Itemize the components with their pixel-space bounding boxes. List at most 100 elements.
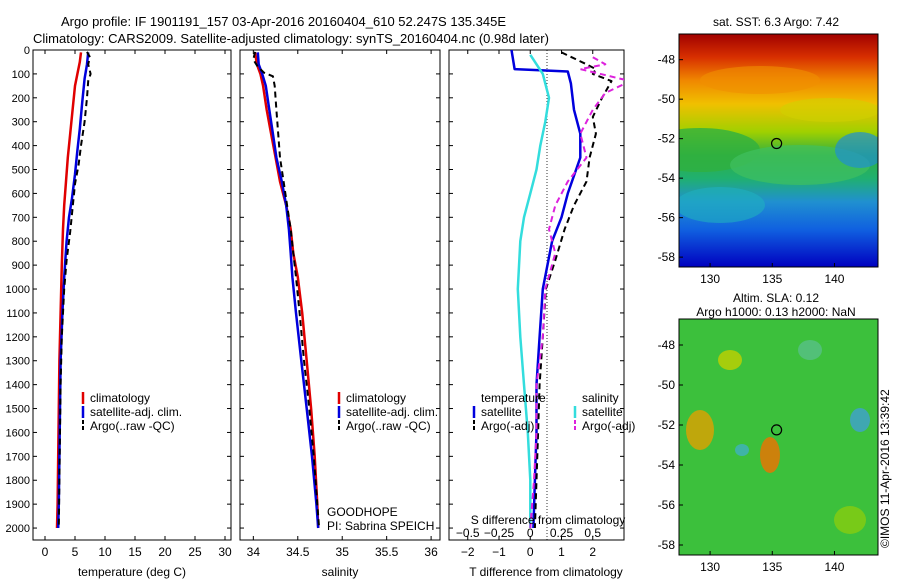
x-tick-label: 30 bbox=[218, 545, 232, 559]
depth-tick-label: 1200 bbox=[6, 332, 30, 344]
header-line1: Argo profile: IF 1901191_157 03-Apr-2016… bbox=[61, 14, 506, 29]
lat-tick-label: -54 bbox=[658, 171, 676, 185]
x-tick-label: 10 bbox=[98, 545, 112, 559]
lat-tick-label: -58 bbox=[658, 250, 676, 264]
difference-x-axis: −2 −1 0 1 2 −0.5 −0.25 0 0.25 0.5 bbox=[449, 49, 624, 559]
lon-tick-label: 130 bbox=[700, 272, 720, 286]
temperature-x-axis: 0 5 10 15 20 25 30 bbox=[42, 50, 232, 559]
x-tick-label: 35 bbox=[336, 545, 350, 559]
salinity-x-axis: 34 34.5 35 35.5 36 bbox=[247, 50, 438, 559]
lon-tick-label: 135 bbox=[762, 272, 782, 286]
s-difference-xlabel: S difference from climatology bbox=[471, 513, 626, 527]
legend-label: Argo(-adj) bbox=[481, 419, 534, 433]
salinity-depth-ticks bbox=[240, 49, 440, 529]
depth-tick-label: 1400 bbox=[6, 380, 30, 392]
x-tick-label: 35.5 bbox=[375, 545, 399, 559]
sla-map-panel: Altim. SLA: 0.12 Argo h1000: 0.13 h2000:… bbox=[658, 291, 879, 574]
difference-legend: temperature satellite Argo(-adj) salinit… bbox=[472, 391, 635, 433]
depth-tick-label: 1800 bbox=[6, 475, 30, 487]
depth-tick-label: 2000 bbox=[6, 523, 30, 535]
lat-tick-label: -58 bbox=[658, 538, 676, 552]
depth-tick-label: 800 bbox=[12, 236, 30, 248]
series-line-salinity-argo-adj bbox=[529, 56, 624, 529]
legend-label: Argo(..raw -QC) bbox=[90, 419, 175, 433]
depth-tick-label: 1500 bbox=[6, 404, 30, 416]
x2-tick-label: 0 bbox=[527, 526, 534, 540]
legend-label: Argo(-adj) bbox=[582, 419, 635, 433]
legend-label: satellite-adj. clim. bbox=[346, 405, 438, 419]
x-tick-label: 1 bbox=[558, 545, 565, 559]
legend-label: climatology bbox=[346, 391, 406, 405]
series-line-argo-raw-qc bbox=[252, 51, 321, 529]
depth-tick-label: 1000 bbox=[6, 284, 30, 296]
lon-tick-label: 140 bbox=[824, 272, 844, 286]
depth-tick-label: 500 bbox=[12, 165, 30, 177]
lat-tick-label: -50 bbox=[658, 378, 676, 392]
sla-map-title: Altim. SLA: 0.12 bbox=[733, 291, 819, 305]
lon-tick-label: 130 bbox=[700, 560, 720, 574]
legend-label: climatology bbox=[90, 391, 150, 405]
imos-credit-label: ©IMOS 11-Apr-2016 13:39:42 bbox=[878, 389, 892, 548]
lat-tick-label: -52 bbox=[658, 418, 676, 432]
depth-tick-label: 0 bbox=[24, 45, 30, 57]
sla-map-subtitle: Argo h1000: 0.13 h2000: NaN bbox=[696, 305, 855, 319]
argo-location-marker bbox=[770, 137, 783, 150]
x-tick-label: 25 bbox=[188, 545, 202, 559]
legend-label: satellite bbox=[582, 405, 623, 419]
series-line-salinity-satellite bbox=[516, 54, 551, 528]
salinity-panel: 34 34.5 35 35.5 36 salinity climatology sate… bbox=[239, 49, 441, 579]
x-tick-label: 2 bbox=[589, 545, 596, 559]
sst-map-frame bbox=[678, 33, 879, 268]
x-tick-label: 0 bbox=[42, 545, 49, 559]
lat-tick-label: -50 bbox=[658, 92, 676, 106]
x2-tick-label: 0.25 bbox=[550, 526, 574, 540]
sst-map-image bbox=[679, 34, 878, 267]
sla-map-image bbox=[679, 319, 878, 555]
difference-panel: −2 −1 0 1 2 −0.5 −0.25 0 0.25 0.5 T difference fr… bbox=[448, 49, 635, 579]
x-tick-label: 36 bbox=[424, 545, 438, 559]
legend-label: satellite-adj. clim. bbox=[90, 405, 182, 419]
sla-map-frame bbox=[678, 318, 879, 556]
lon-tick-label: 135 bbox=[762, 560, 782, 574]
depth-tick-label: 400 bbox=[12, 141, 30, 153]
depth-tick-label: 1900 bbox=[6, 499, 30, 511]
lat-tick-label: -48 bbox=[658, 53, 676, 67]
x-tick-label: −2 bbox=[461, 545, 475, 559]
x2-tick-label: −0.25 bbox=[484, 526, 515, 540]
float-pi-label: PI: Sabrina SPEICH bbox=[327, 519, 434, 533]
sla-map-axes: 130 135 140 -48 -50 -52 -54 -56 -58 bbox=[658, 338, 845, 574]
depth-tick-label: 100 bbox=[12, 69, 30, 81]
salinity-xlabel: salinity bbox=[322, 565, 359, 579]
legend-label: satellite bbox=[481, 405, 522, 419]
lat-tick-label: -52 bbox=[658, 132, 676, 146]
depth-axis: 0 100 200 300 400 500 600 700 800 900 1000 1100 1200… bbox=[6, 45, 231, 535]
depth-tick-label: 700 bbox=[12, 212, 30, 224]
sst-map-panel: sat. SST: 6.3 Argo: 7.42 130 135 140 -48 -50… bbox=[658, 15, 879, 286]
x-tick-label: 15 bbox=[128, 545, 142, 559]
sst-map-title: sat. SST: 6.3 Argo: 7.42 bbox=[713, 15, 839, 29]
temperature-lines bbox=[55, 51, 92, 529]
difference-lines bbox=[510, 50, 624, 529]
x-tick-label: 34 bbox=[247, 545, 261, 559]
t-difference-xlabel: T difference from climatology bbox=[469, 565, 623, 579]
lat-tick-label: -48 bbox=[658, 338, 676, 352]
depth-tick-label: 1700 bbox=[6, 451, 30, 463]
float-program-label: GOODHOPE bbox=[327, 505, 398, 519]
x-tick-label: 20 bbox=[158, 545, 172, 559]
temperature-axes-box bbox=[32, 49, 232, 541]
temperature-xlabel: temperature (deg C) bbox=[78, 565, 186, 579]
depth-tick-label: 900 bbox=[12, 260, 30, 272]
legend-label: Argo(..raw -QC) bbox=[346, 419, 431, 433]
depth-tick-label: 1300 bbox=[6, 356, 30, 368]
series-line-temperature-argo-adj bbox=[533, 51, 613, 529]
legend-title-salinity: salinity bbox=[582, 391, 619, 405]
temperature-panel: 0100200300400500600700800900100011001200… bbox=[6, 45, 232, 579]
depth-tick-label: 600 bbox=[12, 188, 30, 200]
series-line-satellite-adj-clim bbox=[256, 52, 320, 529]
salinity-legend: climatology satellite-adj. clim. Argo(..… bbox=[337, 391, 438, 433]
depth-tick-label: 1100 bbox=[6, 308, 30, 320]
lat-tick-label: -54 bbox=[658, 458, 676, 472]
argo-location-marker bbox=[770, 424, 783, 436]
depth-tick-label: 300 bbox=[12, 117, 30, 129]
